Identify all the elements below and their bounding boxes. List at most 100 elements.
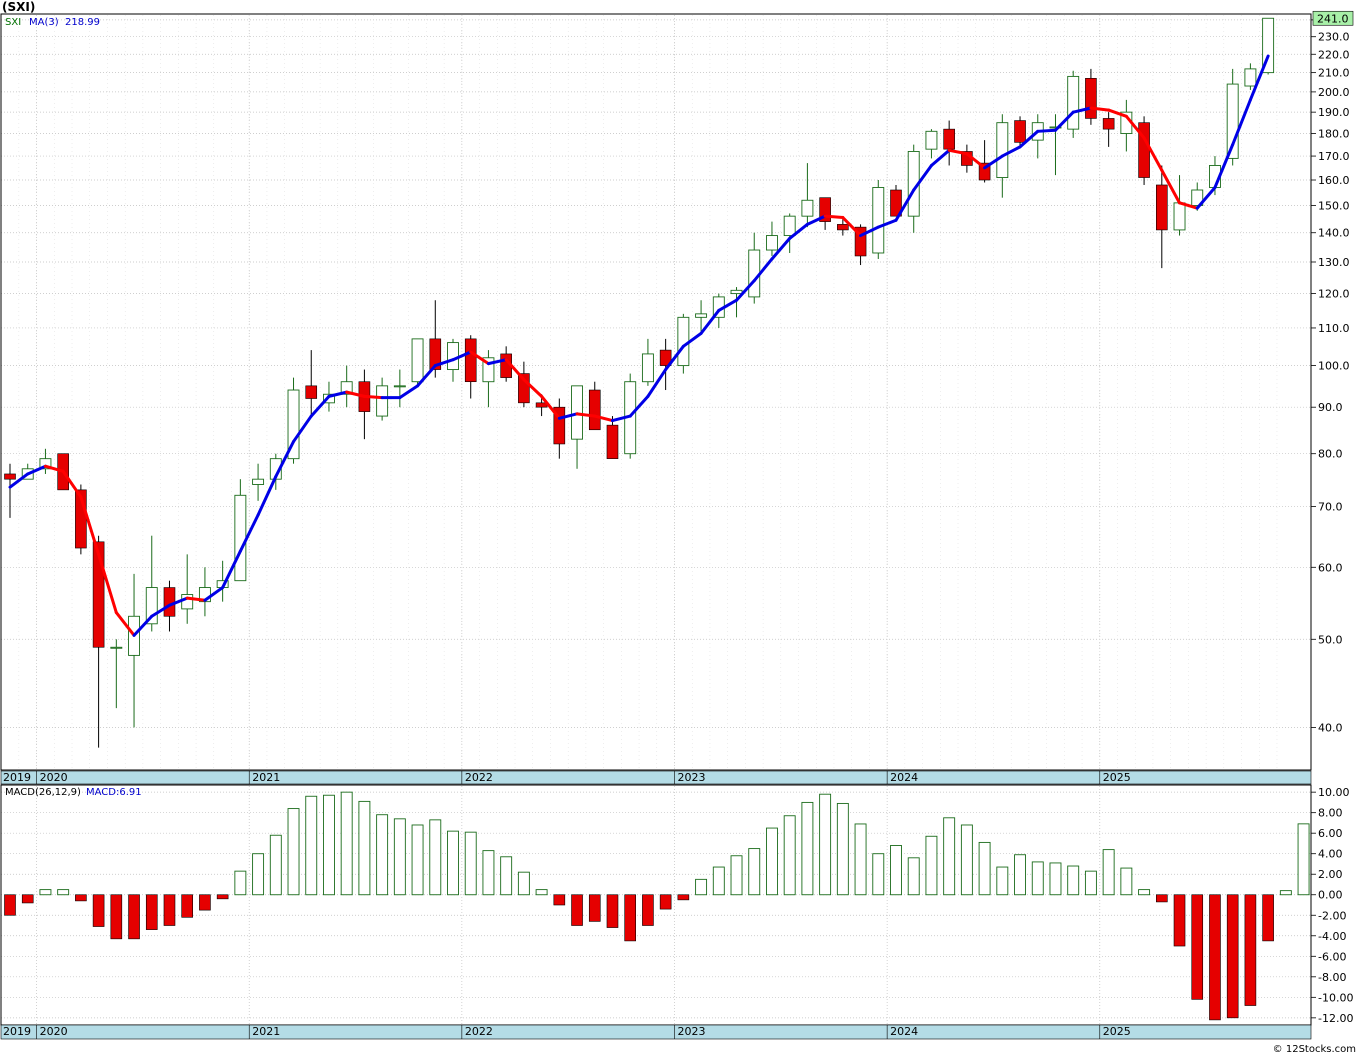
candle-down (92, 541, 105, 648)
year-label: 2020 (40, 771, 68, 784)
ma-segment-falling (1107, 108, 1128, 118)
macd-legend: MACD(26,12,9) MACD:6.91 (5, 787, 142, 798)
macd-bar-positive (252, 853, 265, 896)
macd-bar-positive (854, 823, 867, 896)
year-label: 2023 (678, 771, 706, 784)
macd-bar-positive (943, 817, 956, 896)
ma-segment-falling (1142, 136, 1164, 172)
candle-up (1262, 17, 1275, 74)
macd-bar-positive (819, 793, 832, 896)
price-tick-label: 230.0 (1318, 31, 1350, 44)
macd-bar-positive (1102, 849, 1115, 896)
macd-tick-label: 4.00 (1318, 848, 1343, 861)
candle-up (287, 389, 300, 460)
ma-segment-falling (947, 148, 969, 156)
price-tick-label: 90.0 (1318, 401, 1343, 414)
ma-segment-rising (1000, 145, 1022, 158)
ma-segment-rising (1195, 185, 1217, 210)
year-label: 2025 (1103, 1025, 1131, 1038)
ma-segment-falling (1160, 168, 1182, 205)
macd-bar-negative (199, 894, 211, 911)
macd-bar-negative (571, 894, 583, 926)
candle-down (819, 197, 831, 222)
macd-bar-positive (695, 878, 708, 896)
ma-segment-rising (416, 364, 437, 388)
macd-bar-negative (1156, 894, 1168, 903)
macd-bar-negative (181, 894, 193, 918)
macd-bar-negative (163, 894, 176, 926)
year-label: 2022 (465, 1025, 493, 1038)
macd-bar-positive (234, 870, 247, 896)
macd-bar-positive (393, 818, 406, 896)
ma-segment-rising (327, 390, 349, 398)
price-tick-label: 130.0 (1318, 256, 1350, 269)
macd-bar-negative (92, 894, 105, 927)
macd-bars (4, 791, 1310, 1021)
price-tick-label: 80.0 (1318, 448, 1343, 461)
macd-tick-label: 8.00 (1318, 807, 1343, 820)
macd-bar-positive (1120, 867, 1133, 896)
macd-bar-negative (659, 894, 672, 910)
ma-segment-rising (664, 344, 685, 372)
watermark: © 12Stocks.com (1273, 1044, 1356, 1055)
ma-segment-rising (628, 394, 650, 418)
candle-down (1085, 78, 1097, 119)
ma-segment-rising (150, 603, 171, 618)
candle-up (145, 587, 158, 625)
macd-bar-positive (1067, 865, 1080, 896)
ma-label: MA(3) (29, 17, 59, 28)
ma-segment-rising (983, 154, 1004, 170)
candle-down (553, 406, 566, 445)
macd-bar-positive (1031, 861, 1044, 896)
macd-axis: -12.00 -10.00 -8.00 -6.00 -4.00 -2.00 0.00 2.00… (1311, 786, 1353, 1025)
macd-tick-label: -8.00 (1318, 971, 1346, 984)
macd-bar-positive (323, 794, 335, 896)
candle-up (1226, 83, 1239, 159)
macd-bar-positive (907, 857, 920, 896)
ma-segment-falling (504, 358, 526, 382)
ma-segment-rising (1071, 106, 1093, 114)
macd-bar-negative (588, 894, 601, 922)
candle-up (677, 316, 690, 367)
macd-tick-label: -12.00 (1318, 1012, 1353, 1025)
ma-segment-rising (256, 475, 278, 517)
macd-bar-positive (960, 824, 973, 896)
year-label: 2019 (3, 1025, 31, 1038)
candle-down (1156, 184, 1168, 231)
ma-segment-rising (876, 218, 898, 229)
price-gridlines (1, 15, 1311, 769)
candle-up (447, 342, 459, 371)
macd-bar-positive (801, 801, 814, 896)
price-tick-label: 120.0 (1318, 288, 1350, 301)
macd-bar-negative (110, 894, 123, 940)
macd-bar-positive (730, 855, 743, 896)
candle-up (234, 494, 247, 582)
ma-segment-rising (894, 188, 916, 222)
macd-tick-label: -4.00 (1318, 930, 1346, 943)
ma-segment-rising (859, 225, 880, 238)
macd-tick-label: 2.00 (1318, 868, 1343, 881)
ma-segment-rising (912, 163, 933, 192)
ma-segment-rising (26, 464, 47, 476)
year-label: 2025 (1103, 771, 1131, 784)
ma-segment-rising (1018, 129, 1040, 149)
macd-label: MACD(26,12,9) (5, 787, 81, 798)
candle-up (801, 199, 814, 217)
macd-bar-positive (1138, 889, 1151, 896)
ma-segment-rising (238, 513, 260, 553)
candle-down (978, 162, 991, 181)
candle-up (1173, 202, 1186, 231)
macd-bar-positive (429, 819, 442, 896)
macd-bar-positive (464, 831, 477, 896)
macd-bar-positive (482, 850, 495, 896)
price-panel-frame (0, 13, 1312, 771)
macd-bar-negative (1262, 894, 1274, 942)
macd-bar-positive (447, 830, 459, 896)
ma-segment-falling (345, 390, 366, 398)
last-price-label: 241.0 (1317, 12, 1349, 25)
macd-bar-negative (145, 894, 158, 930)
ma-segment-falling (823, 214, 845, 220)
year-label: 2022 (465, 771, 493, 784)
macd-bar-negative (606, 894, 619, 928)
